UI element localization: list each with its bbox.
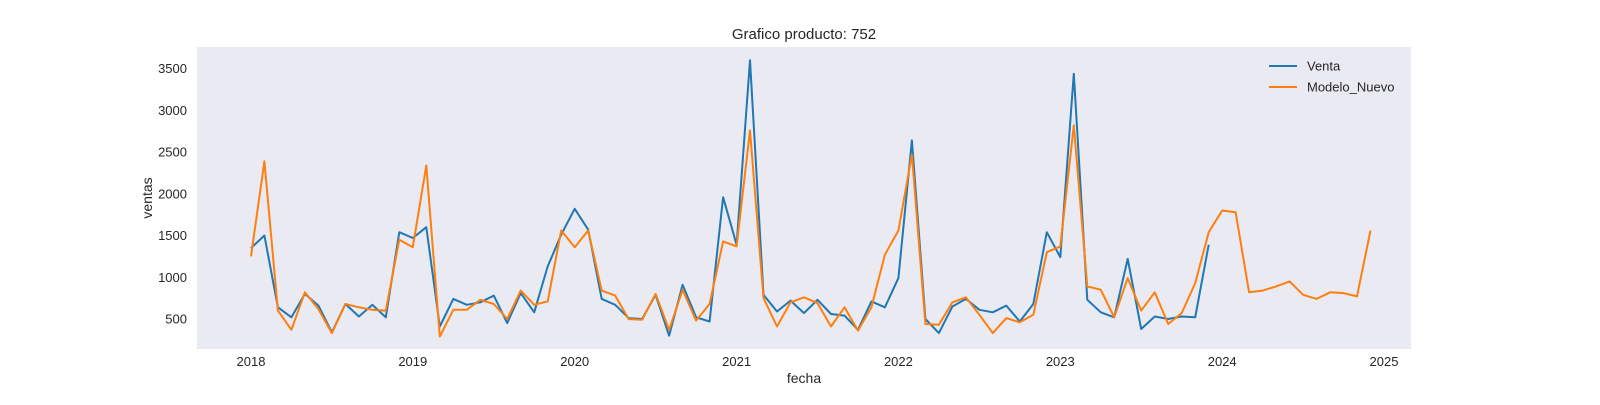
x-tick-label: 2024 [1208,354,1237,369]
x-tick-label: 2022 [884,354,913,369]
y-tick-label: 3000 [158,103,187,118]
legend: Venta Modelo_Nuevo [1269,59,1394,95]
y-tick-label: 2000 [158,186,187,201]
plot-background [197,47,1411,349]
legend-item: Modelo_Nuevo [1269,80,1394,95]
chart-title: Grafico producto: 752 [732,26,876,43]
x-axis-ticks: 2018 2019 2020 2021 2022 2023 2024 2025 [237,354,1399,369]
series-line-venta [250,59,1210,337]
series-layer [250,59,1372,338]
series-line-modelo-nuevo [250,124,1372,338]
x-tick-label: 2020 [560,354,589,369]
x-tick-label: 2023 [1046,354,1075,369]
x-tick-label: 2019 [398,354,427,369]
y-tick-label: 2500 [158,145,187,160]
x-tick-label: 2018 [237,354,266,369]
y-tick-label: 1500 [158,228,187,243]
y-tick-label: 1000 [158,270,187,285]
x-axis-label: fecha [787,370,821,386]
y-tick-label: 3500 [158,61,187,76]
x-tick-label: 2025 [1370,354,1399,369]
legend-label: Venta [1307,59,1341,74]
legend-item: Venta [1269,59,1341,74]
y-axis-label: ventas [139,177,155,218]
y-axis-ticks: 500 1000 1500 2000 2500 3000 3500 [158,61,187,326]
legend-label: Modelo_Nuevo [1307,80,1394,95]
x-tick-label: 2021 [722,354,751,369]
y-tick-label: 500 [165,312,187,327]
